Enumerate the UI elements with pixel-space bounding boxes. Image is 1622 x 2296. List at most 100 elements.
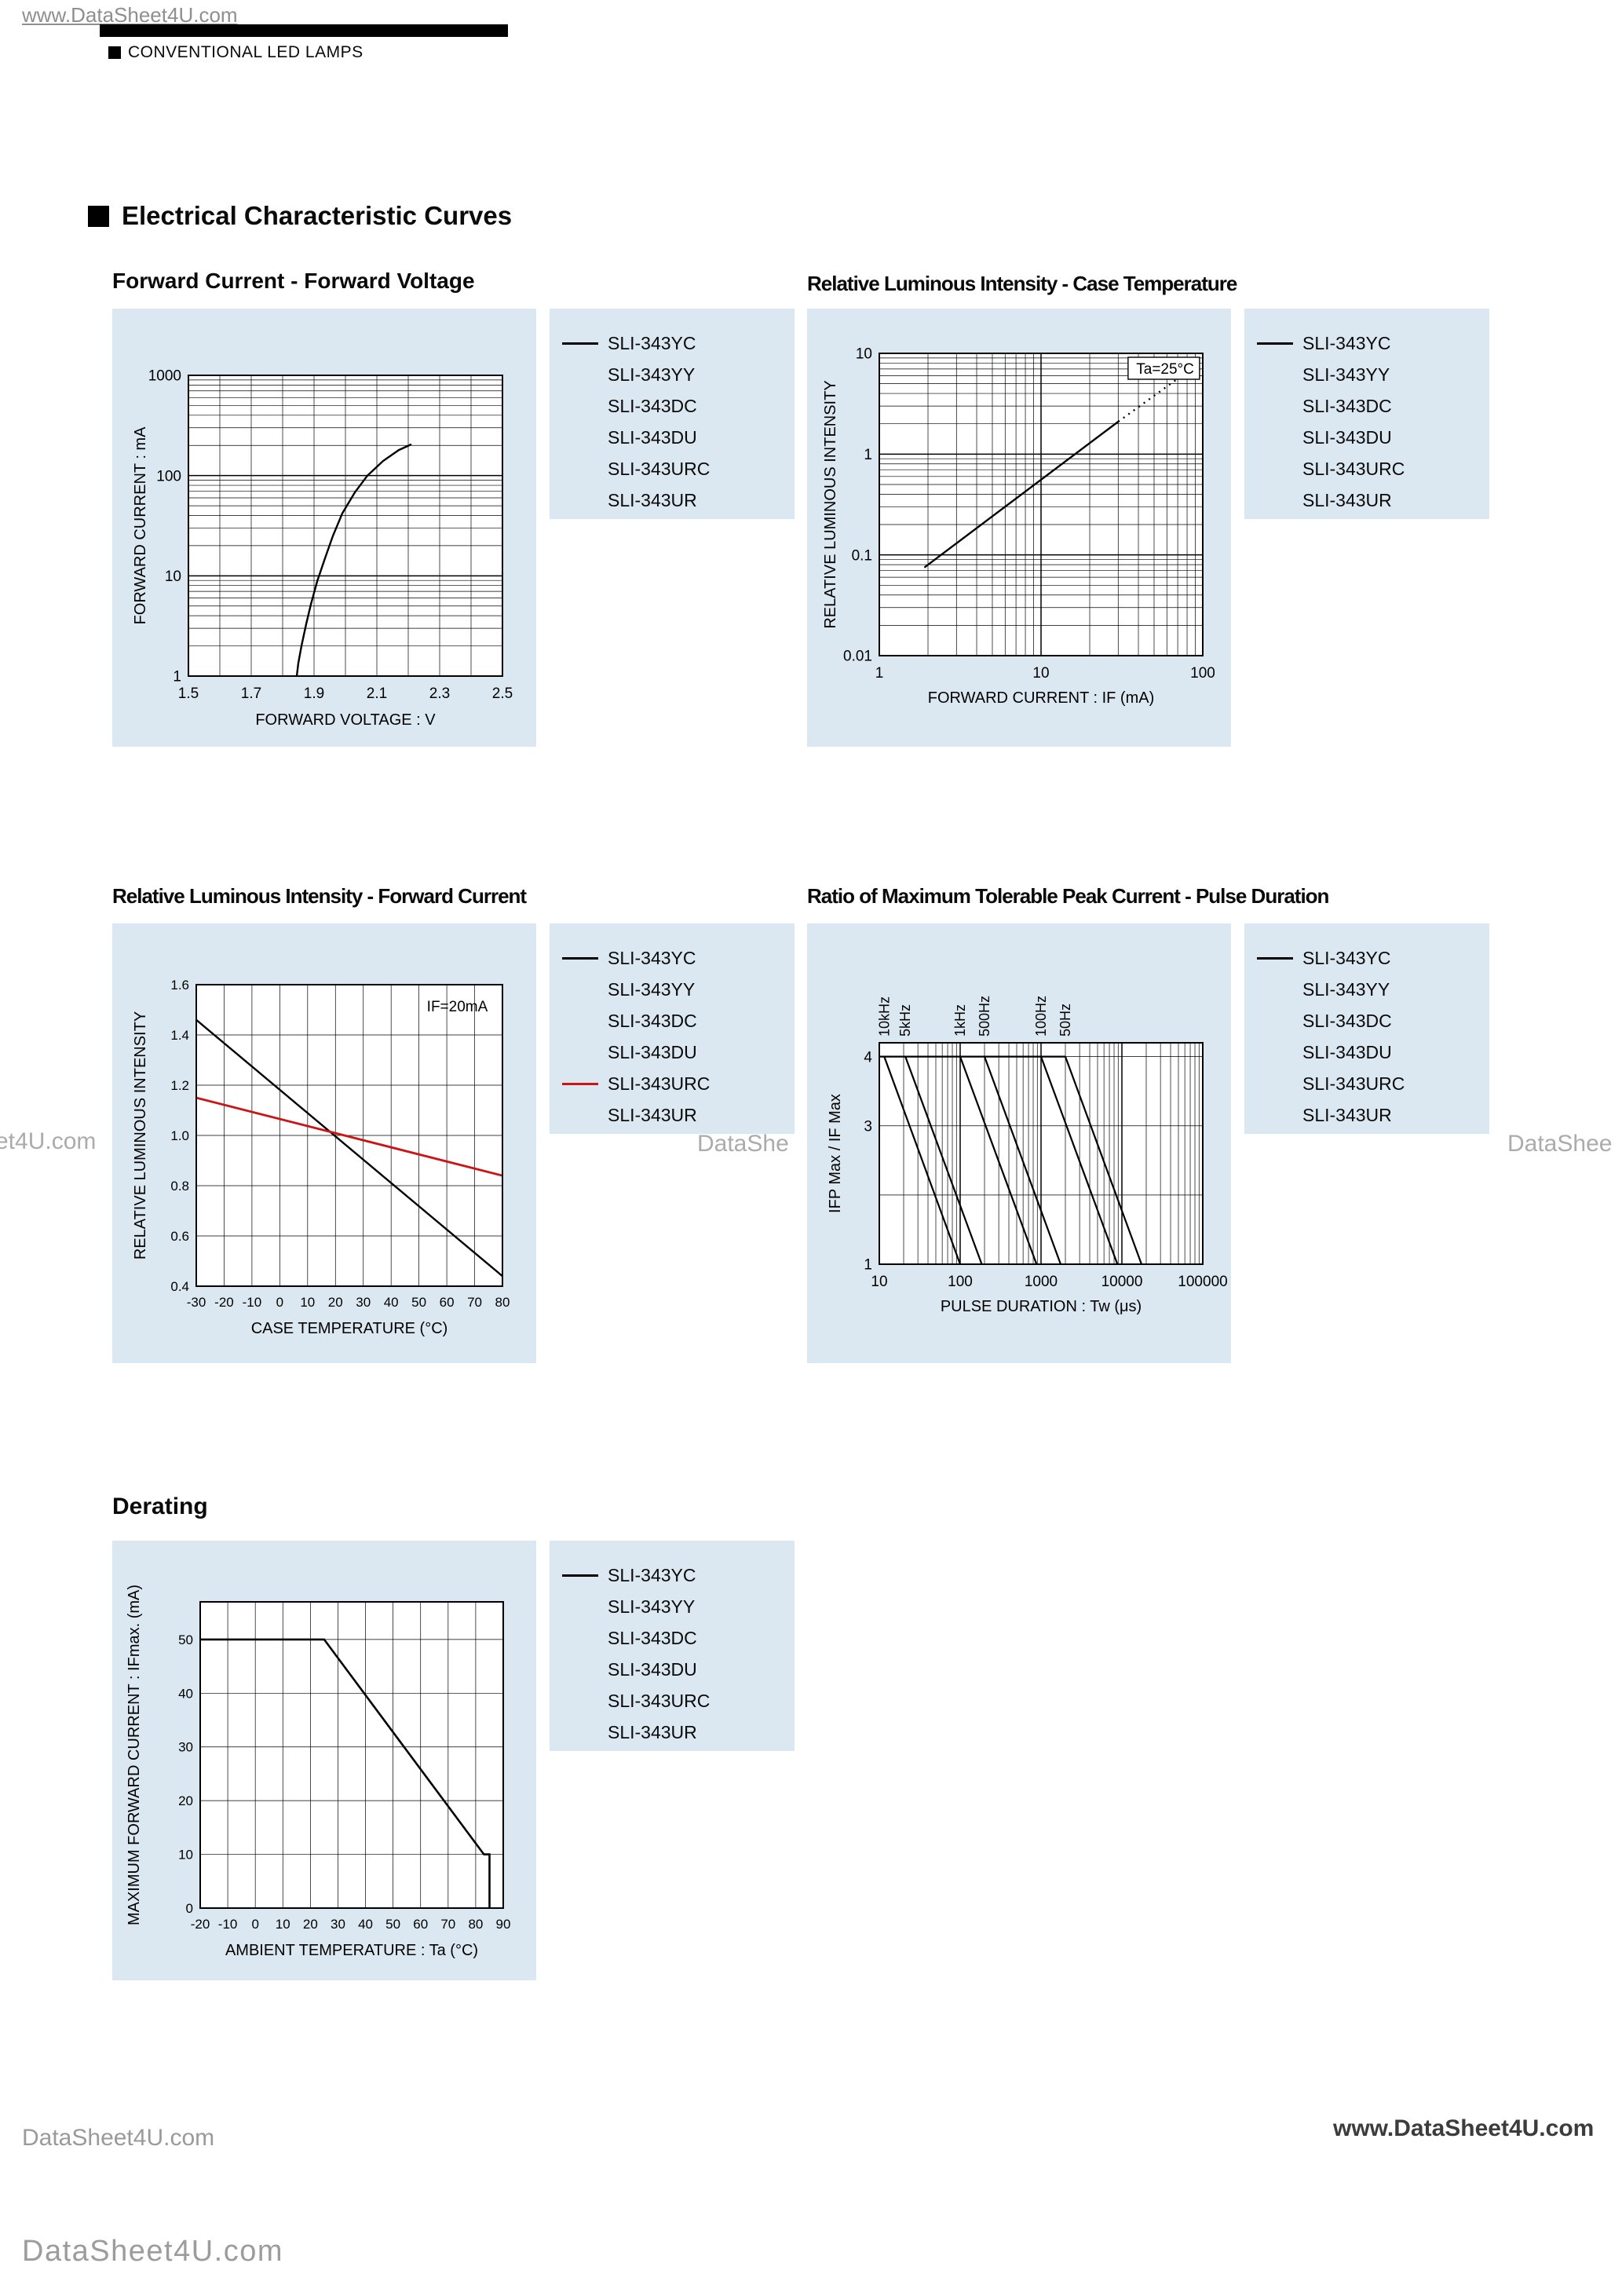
legend-item: SLI-343DU — [562, 422, 795, 453]
legend-item: SLI-343YY — [562, 359, 795, 390]
curve-frequency-label: 10kHz — [876, 996, 892, 1036]
x-axis-label: FORWARD CURRENT : IF (mA) — [928, 689, 1155, 707]
chart-panel-peak-current-pulse-duration: 10 100 1000 10000 100000 1 3 4 PULSE DURATION : … — [807, 923, 1231, 1363]
section-title-label: Electrical Characteristic Curves — [122, 201, 513, 230]
axis-ticks: 10 100 1000 10000 100000 1 3 4 — [864, 1049, 1227, 1290]
chart-canvas: 1.5 1.7 1.9 2.1 2.3 2.5 1 10 100 1000 FORWARD VOLT… — [132, 368, 513, 729]
series — [879, 1055, 1143, 1265]
legend-label: SLI-343UR — [608, 1721, 697, 1742]
category-label: CONVENTIONAL LED LAMPS — [128, 43, 363, 61]
svg-text:70: 70 — [467, 1295, 482, 1310]
legend-item: SLI-343YY — [1257, 974, 1489, 1005]
legend-label: SLI-343UR — [1302, 1104, 1392, 1125]
series-line — [923, 421, 1120, 569]
x-axis-label: CASE TEMPERATURE (°C) — [251, 1320, 448, 1337]
legend-item: SLI-343YC — [562, 1559, 795, 1591]
legend-item: SLI-343YY — [562, 974, 795, 1005]
chart-canvas: -30 -20 -10 0 10 20 30 40 50 60 70 80 0.4 0.6 0.8 1.0 1.… — [132, 978, 510, 1337]
svg-text:3: 3 — [864, 1118, 872, 1135]
svg-text:100: 100 — [156, 468, 181, 484]
axis-ticks: 1 10 100 0.01 0.1 1 10 — [843, 346, 1215, 682]
legend-label: SLI-343DC — [608, 395, 697, 416]
svg-text:0.6: 0.6 — [170, 1229, 189, 1244]
svg-text:-10: -10 — [218, 1917, 238, 1932]
svg-text:10: 10 — [165, 569, 181, 585]
curve-frequency-label: 500Hz — [977, 996, 992, 1036]
axis-ticks: -20 -10 0 10 20 30 40 50 60 70 80 90 0 10 20 30 40 50 — [178, 1632, 510, 1932]
series-line — [883, 1056, 962, 1265]
legend-label: SLI-343URC — [608, 1690, 711, 1711]
svg-text:40: 40 — [178, 1686, 193, 1701]
y-axis-label: MAXIMUM FORWARD CURRENT : IFmax. (mA) — [126, 1585, 143, 1925]
svg-text:-20: -20 — [191, 1917, 210, 1932]
svg-text:1: 1 — [173, 669, 181, 686]
legend-label: SLI-343DC — [608, 1010, 697, 1031]
legend-label: SLI-343YC — [608, 1564, 696, 1585]
curve-frequency-label: 1kHz — [952, 1004, 968, 1036]
legend-line-swatch — [562, 1082, 598, 1085]
series-line — [983, 1056, 1062, 1265]
legend-line-swatch — [562, 1574, 598, 1577]
svg-text:1: 1 — [875, 665, 884, 682]
series-line — [1064, 1056, 1143, 1265]
legend-label: SLI-343URC — [1302, 1073, 1405, 1094]
legend-label: SLI-343YY — [1302, 978, 1390, 1000]
legend-item: SLI-343DU — [1257, 422, 1489, 453]
legend-label: SLI-343URC — [608, 1073, 711, 1094]
svg-text:0.4: 0.4 — [170, 1279, 189, 1294]
svg-text:10: 10 — [300, 1295, 315, 1310]
curve-frequency-label: 50Hz — [1058, 1004, 1073, 1036]
watermark-mid-right: DataShee — [1507, 1131, 1613, 1157]
legend-item: SLI-343YC — [1257, 942, 1489, 974]
legend-item: SLI-343DU — [562, 1654, 795, 1685]
svg-text:40: 40 — [384, 1295, 399, 1310]
legend-item: SLI-343URC — [562, 1685, 795, 1717]
watermark-top: www.DataSheet4U.com — [22, 3, 238, 27]
legend-item: SLI-343UR — [1257, 1099, 1489, 1131]
series — [200, 1638, 491, 1908]
svg-text:80: 80 — [495, 1295, 510, 1310]
svg-text:0.01: 0.01 — [843, 649, 872, 665]
watermark-mid-center: DataShe — [697, 1131, 789, 1157]
svg-text:100000: 100000 — [1178, 1274, 1227, 1290]
watermark-bottom-left: DataSheet4U.com — [22, 2125, 215, 2151]
svg-text:30: 30 — [331, 1917, 345, 1932]
svg-text:0: 0 — [251, 1917, 258, 1932]
legend-label: SLI-343UR — [1302, 489, 1392, 510]
legend-chart2: SLI-343YC SLI-343YY SLI-343DC SLI-343DU SLI-… — [1244, 309, 1489, 519]
chart-panel-forward-current-forward-voltage: 1.5 1.7 1.9 2.1 2.3 2.5 1 10 100 1000 FORWARD VOLT… — [112, 309, 536, 747]
svg-text:2.5: 2.5 — [492, 686, 513, 702]
svg-text:20: 20 — [178, 1793, 193, 1808]
series — [295, 443, 412, 677]
y-axis-label: RELATIVE LUMINOUS INTENSITY — [822, 380, 839, 628]
chart-panel-derating: -20 -10 0 10 20 30 40 50 60 70 80 90 0 10 20 30 40 50 AMBI… — [112, 1541, 536, 1980]
svg-text:0: 0 — [186, 1901, 193, 1916]
x-axis-label: AMBIENT TEMPERATURE : Ta (°C) — [225, 1942, 478, 1959]
legend-item: SLI-343URC — [1257, 453, 1489, 484]
chart-title-intensity-forward-current: Relative Luminous Intensity - Forward Cu… — [112, 884, 527, 908]
legend-item: SLI-343YY — [562, 1591, 795, 1622]
legend-label: SLI-343YY — [608, 1596, 696, 1617]
legend-item: SLI-343UR — [562, 484, 795, 516]
svg-text:0: 0 — [276, 1295, 283, 1310]
svg-text:10000: 10000 — [1101, 1274, 1143, 1290]
square-bullet-icon — [88, 205, 109, 227]
legend-label: SLI-343DU — [1302, 1041, 1392, 1062]
curve-frequency-label: 100Hz — [1033, 996, 1049, 1036]
chart-title-intensity-case-temperature: Relative Luminous Intensity - Case Tempe… — [807, 272, 1237, 295]
svg-text:4: 4 — [864, 1049, 872, 1066]
series — [195, 1018, 503, 1278]
axis-ticks: -30 -20 -10 0 10 20 30 40 50 60 70 80 0.4 0.6 0.8 1.0 1.… — [170, 978, 510, 1310]
y-axis-label: RELATIVE LUMINOUS INTENSITY — [132, 1011, 149, 1260]
section-title: Electrical Characteristic Curves — [88, 201, 512, 231]
svg-text:50: 50 — [385, 1917, 400, 1932]
svg-text:1: 1 — [864, 447, 872, 463]
svg-text:10: 10 — [1032, 665, 1049, 682]
grid — [879, 353, 1204, 656]
legend-chart5: SLI-343YC SLI-343YY SLI-343DC SLI-343DU SLI-… — [550, 1541, 795, 1751]
plot-annotation: IF=20mA — [427, 999, 488, 1015]
series-line — [959, 1056, 1038, 1265]
legend-line-swatch — [1257, 342, 1293, 345]
legend-item: SLI-343UR — [562, 1099, 795, 1131]
